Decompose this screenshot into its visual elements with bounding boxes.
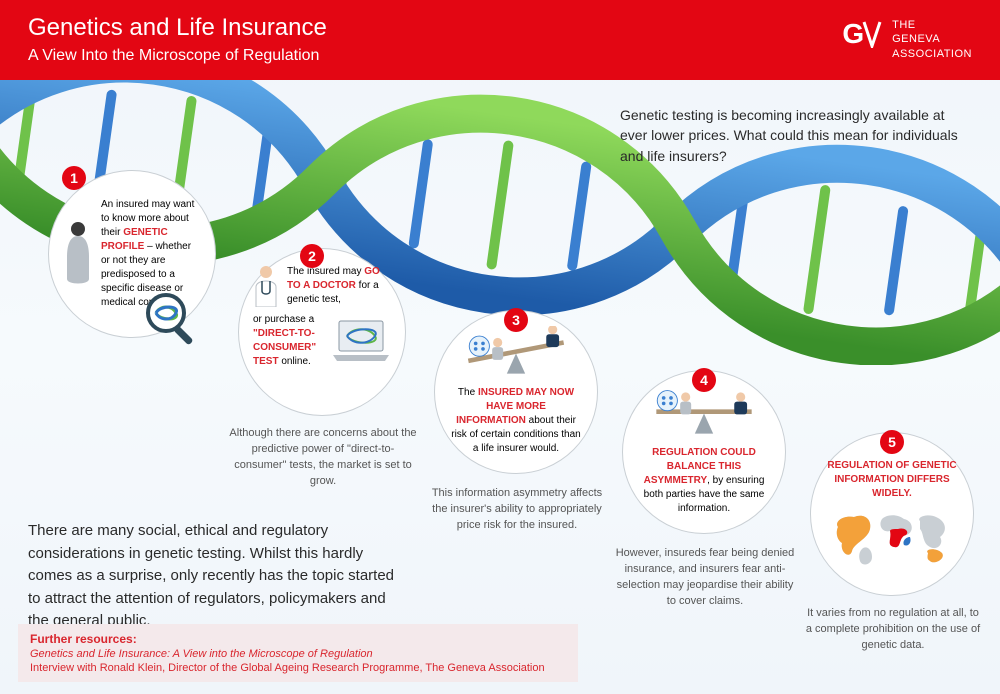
step-1-badge: 1 (62, 166, 86, 190)
logo-line-2: GENEVA (892, 32, 972, 46)
infographic-page: Genetics and Life Insurance A View Into … (0, 0, 1000, 694)
page-subtitle: A View Into the Microscope of Regulation (28, 47, 327, 65)
footer-title: Genetics and Life Insurance: A View into… (30, 648, 566, 660)
step-2-text-a: The insured may GO TO A DOCTOR for a gen… (287, 265, 391, 307)
step-4-circle: REGULATION COULD BALANCE THIS ASYMMETRY,… (622, 370, 786, 534)
logo-line-3: ASSOCIATION (892, 47, 972, 61)
geneva-logo: G THE GENEVA ASSOCIATION (842, 14, 972, 80)
step-3-caption: This information asymmetry affects the i… (428, 486, 606, 534)
logo-text: THE GENEVA ASSOCIATION (892, 18, 972, 61)
intro-text: Genetic testing is becoming increasingly… (620, 105, 960, 166)
step-2-caption: Although there are concerns about the pr… (228, 426, 418, 490)
seesaw-balanced-icon (649, 386, 759, 437)
step-4-caption: However, insureds fear being denied insu… (614, 546, 796, 610)
step-5-circle: REGULATION OF GENETIC INFORMATION DIFFER… (810, 432, 974, 596)
seesaw-unbalanced-icon (461, 326, 571, 377)
step-2-text-b: or purchase a "DIRECT-TO-CONSUMER" TEST … (253, 313, 323, 369)
step-2-circle: The insured may GO TO A DOCTOR for a gen… (238, 248, 406, 416)
title-block: Genetics and Life Insurance A View Into … (28, 14, 327, 80)
step-5-text: REGULATION OF GENETIC INFORMATION DIFFER… (825, 459, 959, 501)
footer-interview: Interview with Ronald Klein, Director of… (30, 662, 566, 674)
world-map-icon (832, 509, 952, 569)
magnifier-dna-icon (144, 291, 204, 351)
step-1-circle: An insured may want to know more about t… (48, 170, 216, 338)
step-3-circle: The INSURED MAY NOW HAVE MORE INFORMATIO… (434, 310, 598, 474)
considerations-text: There are many social, ethical and regul… (28, 520, 408, 633)
header-bar: Genetics and Life Insurance A View Into … (0, 0, 1000, 80)
step-5-caption: It varies from no regulation at all, to … (804, 606, 982, 654)
step-4-text: REGULATION COULD BALANCE THIS ASYMMETRY,… (639, 446, 769, 516)
step-3-badge: 3 (504, 308, 528, 332)
footer-label: Further resources: (30, 632, 566, 646)
page-title: Genetics and Life Insurance (28, 14, 327, 43)
logo-line-1: THE (892, 18, 972, 32)
doctor-icon (253, 265, 279, 307)
further-resources: Further resources: Genetics and Life Ins… (18, 624, 578, 682)
woman-icon (63, 219, 93, 289)
step-2-badge: 2 (300, 244, 324, 268)
laptop-dna-icon (331, 319, 391, 363)
step-3-text: The INSURED MAY NOW HAVE MORE INFORMATIO… (451, 386, 581, 456)
step-4-badge: 4 (692, 368, 716, 392)
logo-mark-icon: G (842, 18, 882, 50)
step-5-badge: 5 (880, 430, 904, 454)
